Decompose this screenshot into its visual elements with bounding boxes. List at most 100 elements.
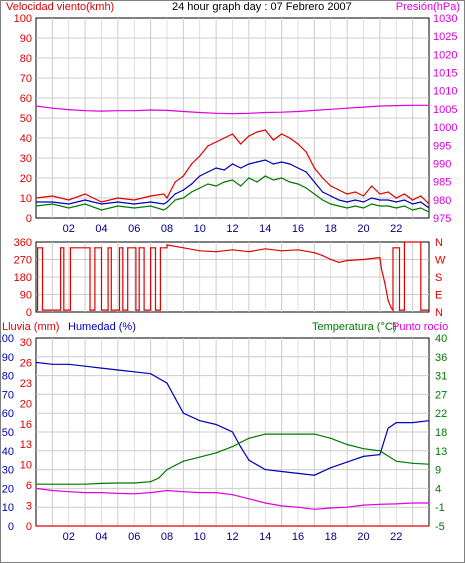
series-point (248, 163, 250, 165)
humidity-tick-label: 70 (2, 389, 14, 401)
series-point (199, 250, 201, 252)
series-point (159, 247, 161, 249)
series-point (240, 143, 242, 145)
series-point (428, 502, 430, 504)
series-point (215, 167, 217, 169)
series-point (395, 105, 397, 107)
rain-humidity-temperature-panel: Lluvia (mm) Humedad (%) Temperatura (°C)… (0, 321, 448, 543)
series-point (100, 482, 103, 484)
rain-tick-label: 0 (26, 521, 32, 533)
series-point (207, 183, 209, 185)
series-point (60, 309, 62, 311)
series-point (166, 247, 168, 249)
series-point (428, 463, 430, 465)
series-point (371, 203, 373, 205)
series-point (199, 175, 201, 177)
series-point (51, 489, 54, 492)
series-point (215, 112, 217, 114)
series-point (398, 309, 401, 311)
series-point (117, 482, 119, 484)
series-point (182, 460, 184, 462)
series-point (379, 193, 381, 195)
series-point (84, 110, 86, 112)
y-tick-label: 270 (14, 255, 32, 267)
series-point (240, 167, 242, 169)
series-point (133, 482, 135, 484)
series-point (362, 195, 365, 197)
rain-tick-label: 6 (26, 480, 32, 492)
series-point (100, 209, 103, 211)
series-point (248, 177, 250, 179)
series-point (84, 492, 86, 494)
series-point (379, 205, 381, 207)
series-point (41, 309, 44, 311)
series-point (94, 309, 96, 311)
series-point (428, 104, 430, 106)
y-tick-label: 80 (20, 53, 32, 65)
y-tick-label: 1000 (433, 122, 457, 134)
series-point (135, 309, 137, 311)
series-point (420, 207, 422, 209)
series-point (107, 309, 109, 311)
y-tick-label: 20 (20, 173, 32, 185)
series-point (297, 433, 299, 435)
series-point (248, 251, 250, 253)
rain-tick-label: 13 (20, 439, 32, 451)
series-point (84, 193, 86, 195)
series-point (35, 309, 37, 311)
series-point (182, 412, 184, 414)
series-point (395, 207, 397, 209)
series-point (322, 199, 324, 201)
series-point (289, 181, 291, 183)
series-point (264, 111, 266, 114)
x-tick-label: 02 (63, 531, 75, 543)
x-tick-label: 10 (194, 223, 206, 235)
y-tick-label: 13 (435, 446, 447, 458)
series-point (428, 207, 430, 209)
series-point (322, 191, 324, 193)
series-point (231, 446, 234, 448)
series-point (100, 247, 103, 249)
series-point (272, 139, 274, 141)
x-tick-label: 16 (292, 223, 304, 235)
series-point (256, 181, 258, 183)
series-point (191, 163, 193, 165)
series-point (84, 203, 86, 205)
series-point (313, 252, 315, 254)
series-point (215, 452, 217, 454)
series-point (117, 201, 119, 203)
series-point (412, 104, 414, 106)
y-tick-label: 975 (433, 213, 451, 225)
series-point (174, 193, 176, 195)
x-tick-label: 12 (226, 223, 238, 235)
series-point (362, 207, 365, 209)
series-point (68, 363, 70, 365)
series-point (428, 525, 430, 527)
humidity-tick-label: 100 (0, 333, 14, 345)
rain-tick-label: 3 (26, 501, 32, 513)
y-tick-label: -1 (435, 502, 445, 514)
series-point (150, 195, 152, 197)
series-point (159, 309, 161, 311)
humidity-tick-label: 40 (2, 446, 14, 458)
y-tick-label: 10 (20, 193, 32, 205)
series-point (133, 493, 135, 495)
series-point (35, 205, 37, 207)
x-tick-label: 18 (325, 531, 337, 543)
series-point (346, 207, 348, 209)
y-tick-label: 22 (435, 408, 447, 420)
series-point (231, 113, 234, 115)
series-point (122, 309, 124, 311)
series-point (379, 450, 381, 452)
series-point (387, 199, 389, 201)
series-point (289, 163, 291, 165)
series-point (231, 133, 234, 135)
rain-tick-label: 16 (20, 419, 32, 431)
series-point (412, 209, 414, 211)
series-point (138, 247, 140, 249)
x-tick-label: 20 (357, 531, 369, 543)
series-point (110, 247, 112, 249)
series-point (313, 181, 315, 183)
series-point (346, 201, 348, 203)
y-tick-label: 1015 (433, 68, 457, 80)
